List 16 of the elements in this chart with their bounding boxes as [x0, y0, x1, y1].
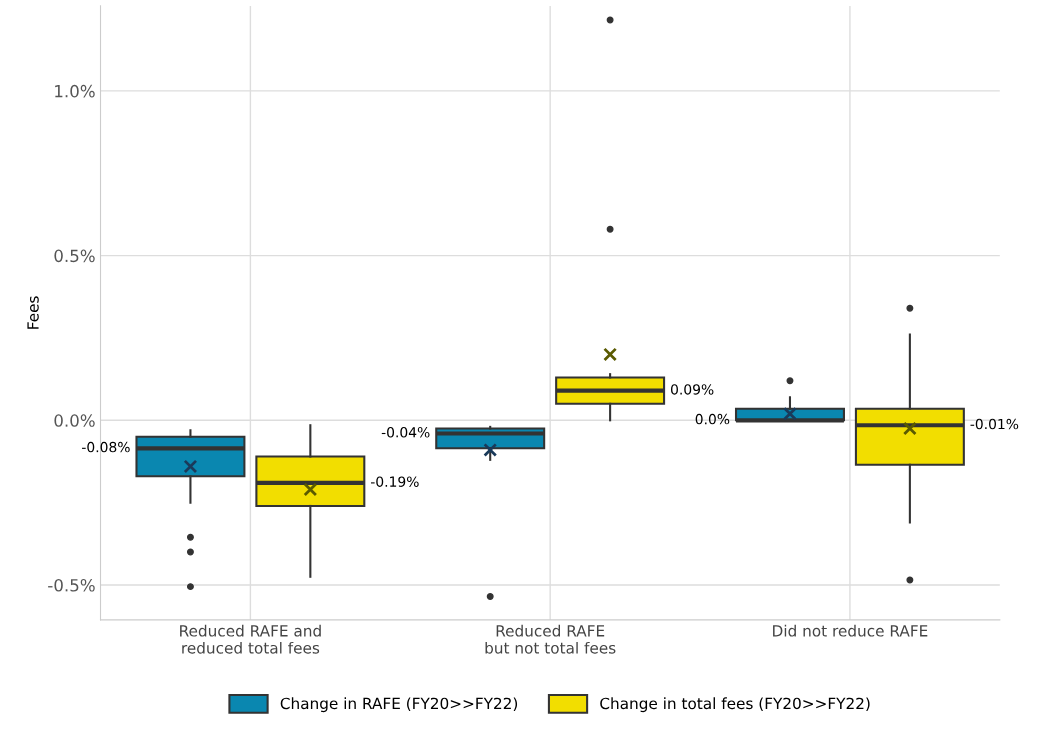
text: -0.08% — [82, 441, 130, 453]
legend-label: Change in RAFE (FY20>>FY22) — [280, 697, 518, 713]
text: -0.19% — [370, 476, 419, 487]
y-tick-label: 1.0% — [55, 84, 95, 98]
y-tick-label: -0.5% — [48, 578, 95, 592]
x-tick-label: Did not reduce RAFE — [773, 624, 928, 637]
text: -0.01% — [970, 418, 1019, 430]
text: -0.04% — [381, 427, 430, 438]
x-tick-label: Reduced RAFE but not total fees — [485, 624, 616, 654]
y-tick-label: 0.5% — [54, 249, 95, 263]
y-tick-label: 0.0% — [54, 414, 95, 427]
legend-label: Change in total fees (FY20>>FY22) — [600, 697, 870, 713]
text: 0.0% — [695, 413, 730, 425]
y-axis-title: Fees — [27, 296, 39, 329]
x-tick-label: Reduced RAFE and reduced total fees — [180, 624, 321, 654]
text: 0.09% — [670, 384, 714, 395]
